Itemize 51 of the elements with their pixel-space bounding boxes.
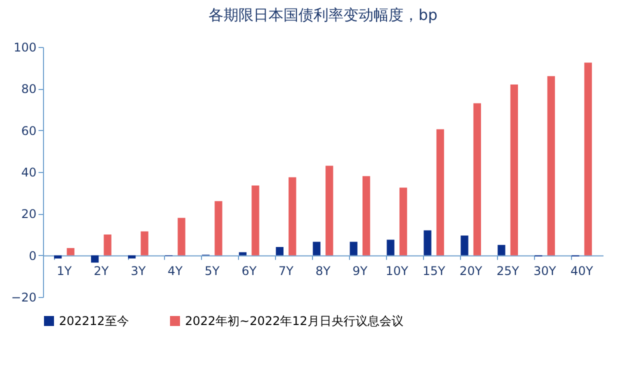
bar xyxy=(288,177,296,256)
bar xyxy=(66,248,74,256)
x-tick-label: 20Y xyxy=(460,264,483,278)
legend-label: 2022年初~2022年12月日央行议息会议 xyxy=(185,314,404,328)
y-tick-label: 20 xyxy=(21,207,36,222)
x-tick-label: 10Y xyxy=(386,264,409,278)
bar xyxy=(473,103,482,256)
x-tick-label: 25Y xyxy=(496,264,520,278)
x-tick-label: 2Y xyxy=(94,264,110,278)
bar xyxy=(436,129,444,256)
x-tick-label: 15Y xyxy=(422,264,446,278)
y-tick-label: −20 xyxy=(11,290,36,304)
bar xyxy=(460,236,468,256)
bar xyxy=(128,255,136,258)
y-tick-label: 60 xyxy=(21,124,36,138)
chart-title: 各期限日本国债利率变动幅度，bp xyxy=(208,6,438,24)
y-tick-label: 100 xyxy=(14,40,36,54)
bar xyxy=(238,252,247,256)
x-tick-label: 8Y xyxy=(316,264,332,278)
x-tick-label: 4Y xyxy=(168,264,184,278)
x-tick-label: 6Y xyxy=(242,264,258,278)
bar xyxy=(178,218,186,256)
x-tick-label: 30Y xyxy=(533,264,557,278)
x-tick-label: 3Y xyxy=(130,264,146,278)
legend-label: 202212至今 xyxy=(59,314,129,328)
bar xyxy=(547,76,555,256)
x-tick-label: 40Y xyxy=(570,264,594,278)
bar xyxy=(399,188,408,256)
x-tick-label: 5Y xyxy=(204,264,220,278)
bar xyxy=(350,242,358,256)
bar xyxy=(214,201,222,256)
bar xyxy=(104,234,112,256)
bar xyxy=(386,240,394,256)
bar xyxy=(498,244,506,256)
bar xyxy=(252,186,260,256)
y-tick-label: 0 xyxy=(28,248,36,263)
y-tick-label: 80 xyxy=(21,82,36,96)
x-tick-label: 1Y xyxy=(56,264,72,278)
y-tick-label: 40 xyxy=(21,166,36,180)
bar xyxy=(326,166,334,256)
bar xyxy=(312,242,320,256)
bar xyxy=(510,84,518,256)
bar xyxy=(424,230,432,256)
bar xyxy=(362,176,370,256)
bar xyxy=(54,255,62,258)
x-tick-label: 9Y xyxy=(352,264,368,278)
bar xyxy=(140,231,148,256)
bar xyxy=(584,62,592,256)
x-tick-label: 7Y xyxy=(278,264,294,278)
bar xyxy=(91,255,99,263)
bar xyxy=(276,247,284,256)
